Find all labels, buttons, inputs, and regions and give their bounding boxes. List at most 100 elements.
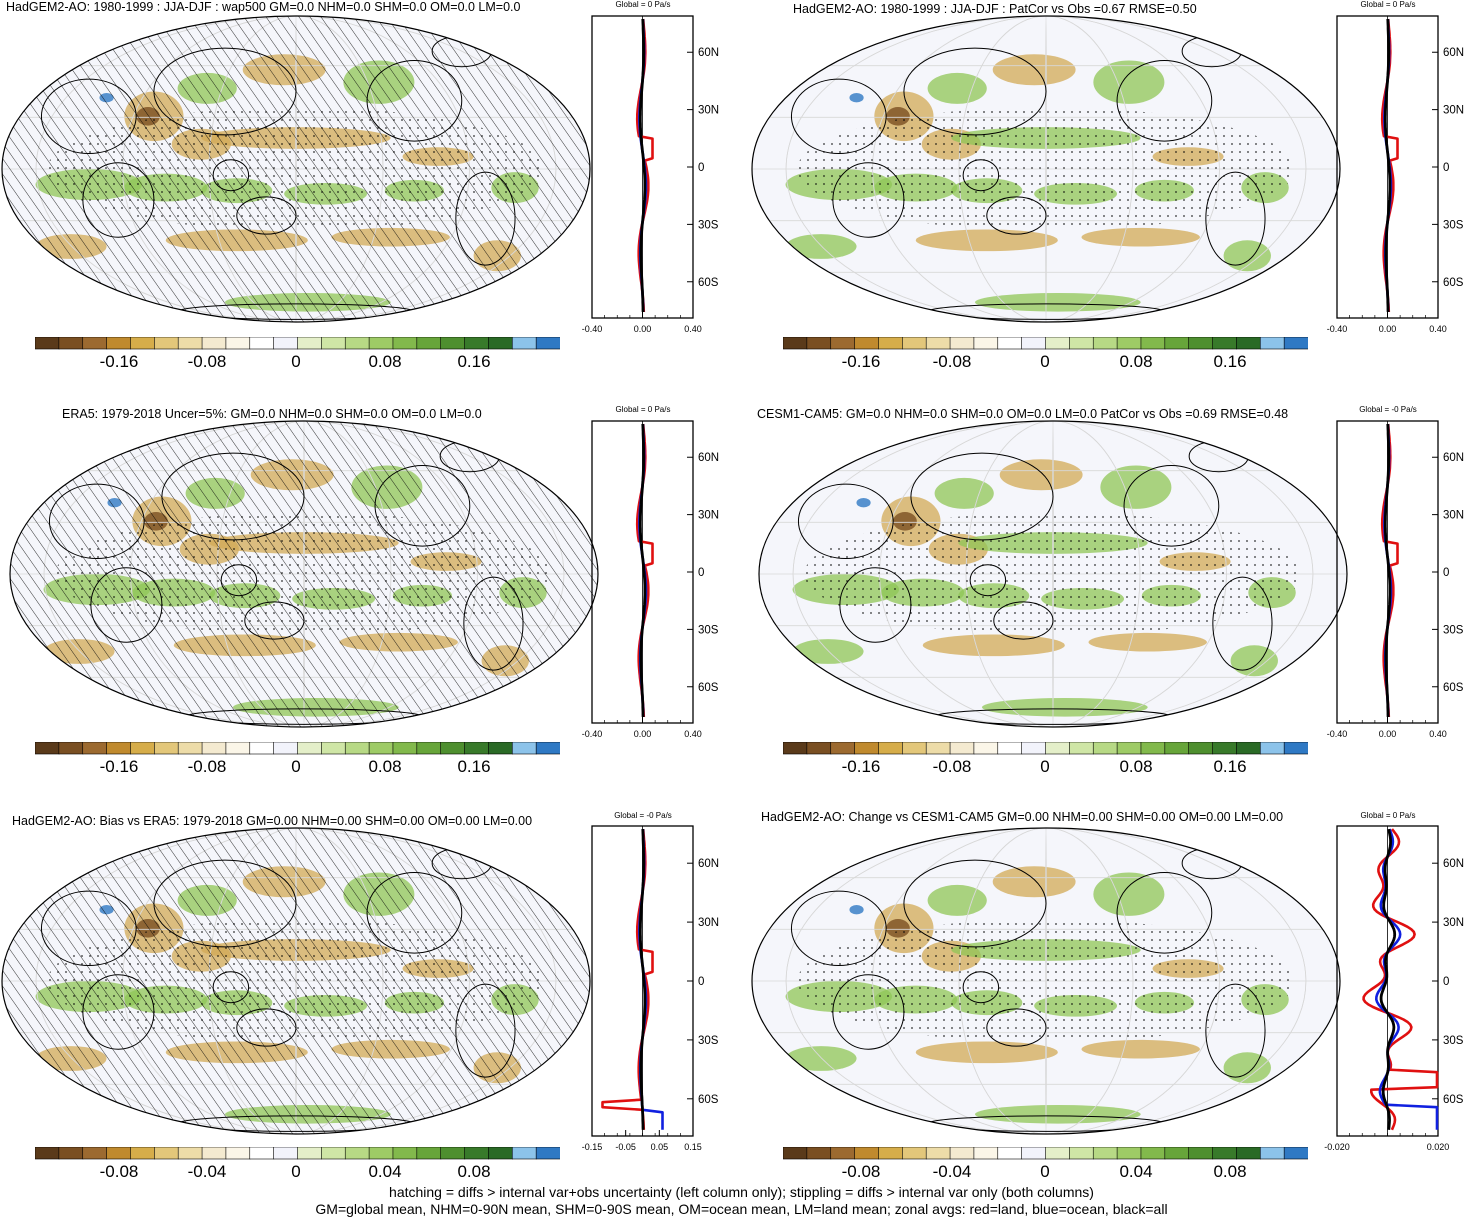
zonal-title: Global = 0 Pa/s	[615, 405, 671, 414]
colorbar-swatch	[344, 742, 370, 755]
colorbar-swatch	[225, 337, 251, 350]
colorbar-swatch	[201, 742, 227, 755]
colorbar-swatch	[488, 742, 513, 755]
zonal-xlabel: -0.40	[582, 324, 603, 334]
zonal-title: Global = 0 Pa/s	[1360, 811, 1416, 820]
zonal-profile-all	[1379, 828, 1397, 1130]
colorbar-swatch	[1140, 742, 1166, 755]
zonal-ylabel: 60N	[698, 452, 719, 464]
anomaly-region	[1093, 60, 1165, 104]
robinson-map	[758, 420, 1348, 728]
colorbar-swatch	[321, 742, 346, 755]
colorbar-swatch	[82, 742, 108, 755]
colorbar-label: -0.04	[187, 1162, 227, 1181]
colorbar-label: 0.04	[1119, 1162, 1153, 1181]
colorbar	[35, 337, 560, 350]
colorbar	[783, 1147, 1308, 1160]
colorbar-swatch	[201, 337, 227, 350]
colorbar-label: -0.08	[932, 352, 972, 371]
map-border	[758, 420, 1348, 728]
anomaly-region	[1223, 1052, 1271, 1084]
colorbar-swatch	[440, 742, 466, 755]
colorbar-swatch	[1140, 1147, 1166, 1160]
zonal-mean-plot: 60N 30N 0 30S 60S -0.40 0.00 0.40	[1327, 420, 1464, 739]
anomaly-region	[785, 1046, 857, 1071]
anomaly-region	[1093, 872, 1165, 916]
colorbar-label: 0.08	[457, 1162, 491, 1181]
colorbar-swatch	[830, 1147, 856, 1160]
colorbar-label: 0.04	[368, 1162, 402, 1181]
anomaly-region	[1223, 240, 1271, 272]
colorbar	[35, 1147, 560, 1160]
colorbar-swatch	[1092, 337, 1118, 350]
colorbar-label: -0.16	[99, 757, 139, 776]
zonal-xlabel: -0.40	[582, 729, 603, 739]
panel-title: CESM1-CAM5: GM=0.0 NHM=0.0 SHM=0.0 OM=0.…	[757, 407, 1289, 421]
anomaly-region	[927, 884, 987, 916]
colorbar-label: 0.16	[457, 757, 491, 776]
colorbar-swatch	[1188, 1147, 1214, 1160]
zonal-ylabel: 30S	[1443, 1035, 1464, 1047]
panel-hadgem2-patcor: HadGEM2-AO: 1980-1999 : JJA-DJF : PatCor…	[745, 0, 1483, 400]
colorbar-swatch	[1045, 742, 1070, 755]
zonal-xlabel: 0.05	[651, 1142, 669, 1152]
anomaly-region	[792, 639, 864, 664]
colorbar-swatch	[535, 742, 560, 755]
map-border	[1, 827, 591, 1135]
colorbar-swatch	[440, 1147, 466, 1160]
colorbar-swatch	[902, 337, 927, 350]
colorbar-swatch	[925, 742, 951, 755]
colorbar-label: 0.08	[1119, 352, 1153, 371]
colorbar-swatch	[949, 742, 975, 755]
colorbar-swatch	[58, 1147, 84, 1160]
colorbar-swatch	[973, 742, 999, 755]
colorbar-swatch	[1212, 742, 1238, 755]
colorbar-swatch	[973, 1147, 999, 1160]
colorbar-swatch	[488, 337, 513, 350]
colorbar-swatch	[997, 742, 1023, 755]
strong-positive-anomaly	[849, 93, 864, 103]
colorbar-swatch	[949, 1147, 975, 1160]
colorbar-swatch	[1259, 337, 1285, 350]
zonal-ylabel: 30N	[1443, 510, 1464, 522]
colorbar-swatch	[878, 337, 903, 350]
zonal-ylabel: 60N	[698, 47, 719, 59]
colorbar-swatch	[1069, 337, 1094, 350]
zonal-ylabel: 0	[698, 567, 704, 579]
zonal-ylabel: 60S	[698, 682, 719, 694]
colorbar-swatch	[1236, 1147, 1261, 1160]
colorbar-swatch	[1045, 1147, 1070, 1160]
colorbar-swatch	[106, 1147, 132, 1160]
zonal-ylabel: 30S	[698, 624, 719, 636]
colorbar-swatch	[321, 1147, 346, 1160]
colorbar-label: -0.08	[99, 1162, 139, 1181]
zonal-xlabel: 0.00	[1379, 729, 1397, 739]
colorbar-label: 0	[1040, 352, 1050, 371]
colorbar-swatch	[177, 1147, 203, 1160]
colorbar-swatch	[1116, 337, 1142, 350]
zonal-profile-all	[1383, 18, 1392, 313]
colorbar-swatch	[177, 337, 203, 350]
anomaly-region	[992, 54, 1076, 86]
panel-title: HadGEM2-AO: Bias vs ERA5: 1979-2018 GM=0…	[12, 814, 533, 828]
colorbar-swatch	[1212, 1147, 1238, 1160]
colorbar-swatch	[806, 337, 832, 350]
colorbar-label: 0.08	[368, 757, 402, 776]
colorbar-swatch	[925, 1147, 951, 1160]
colorbar	[35, 742, 560, 755]
colorbar-swatch	[1236, 337, 1261, 350]
panel-title: ERA5: 1979-2018 Uncer=5%: GM=0.0 NHM=0.0…	[62, 407, 482, 421]
colorbar-swatch	[1069, 1147, 1094, 1160]
anomaly-region	[922, 634, 1065, 657]
colorbar-swatch	[225, 742, 251, 755]
anomaly-region	[927, 72, 987, 104]
anomaly-region	[915, 1041, 1058, 1064]
colorbar-swatch	[1021, 1147, 1047, 1160]
zonal-ylabel: 60S	[698, 277, 719, 289]
zonal-ylabel: 30S	[1443, 219, 1464, 231]
panel-title: HadGEM2-AO: 1980-1999 : JJA-DJF : PatCor…	[793, 2, 1197, 16]
colorbar-swatch	[1283, 742, 1308, 755]
graticule-lon	[785, 828, 1307, 1134]
zonal-ylabel: 30N	[1443, 105, 1464, 117]
colorbar-swatch	[249, 1147, 275, 1160]
